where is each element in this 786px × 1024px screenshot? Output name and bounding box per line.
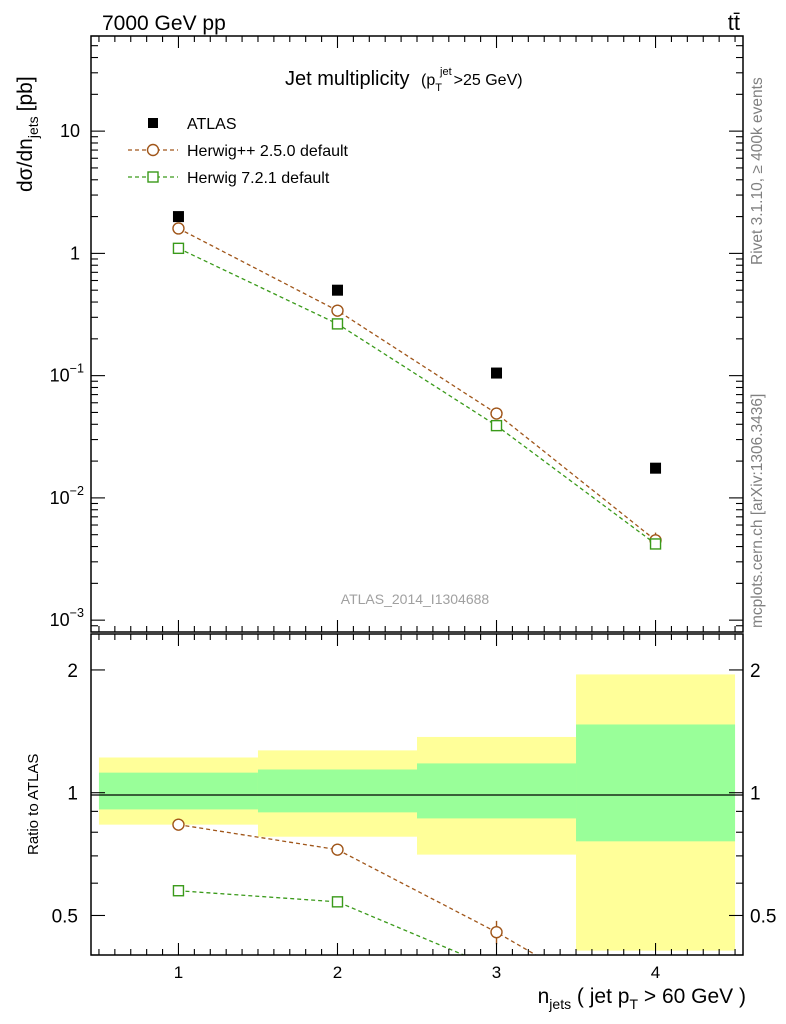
ratio-bands [98, 674, 736, 951]
ratio-ytick-label-right: 1 [750, 784, 761, 805]
main-herwigpp-point-3 [490, 407, 503, 420]
xtick-label-2: 2 [333, 963, 342, 982]
ratio-ytick-label: 1 [67, 784, 78, 805]
ratio-ytick-label-right: 0.5 [750, 906, 776, 927]
ratio-ytick-label: 0.5 [52, 906, 78, 927]
axes: 1 2 3 4 10 1 10−1 10−2 10−3 2 2 1 1 0.5 0.5 [50, 35, 776, 982]
ratio-ytick-label-right: 2 [750, 661, 761, 682]
main-herwig7-point-3 [490, 419, 503, 432]
process-label: tt̄ [728, 10, 740, 35]
xtick-label-4: 4 [651, 963, 660, 982]
ratio-herwigpp-point-3 [490, 925, 503, 939]
main-herwigpp-line [178, 227, 656, 541]
legend-herwig7-marker [147, 171, 159, 183]
main-herwig7-point-1 [172, 242, 185, 255]
ratio-herwigpp-point-2 [331, 843, 344, 856]
ratio-herwig7-point-1 [172, 885, 185, 897]
ratio-herwigpp-point-4 [650, 1019, 661, 1024]
main-atlas-point-3 [491, 367, 503, 379]
ratio-herwigpp-line [178, 824, 538, 955]
xtick-label-1: 1 [174, 963, 183, 982]
xlabel: njets ( jet pT > 60 GeV ) [538, 985, 746, 1012]
legend: ATLAS Herwig++ 2.5.0 default Herwig 7.2.… [128, 116, 349, 187]
ratio-ytick-label: 2 [67, 661, 78, 682]
main-ylabel: dσ/dnjets[pb] [14, 76, 41, 192]
plot-title: Jet multiplicity (pTjet >25 GeV) [285, 66, 523, 94]
main-atlas-point-2 [331, 284, 343, 296]
band-inner-2 [257, 769, 417, 813]
main-ytick-label: 10−3 [50, 606, 84, 630]
band-inner-4 [576, 724, 736, 842]
main-herwig7-line [178, 247, 656, 545]
legend-atlas-marker [148, 118, 158, 128]
main-herwigpp-point-2 [331, 304, 344, 317]
energy-label: 7000 GeV pp [102, 12, 226, 35]
ratio-ylabel: Ratio to ATLAS [25, 754, 42, 855]
mcplots-label: mcplots.cern.ch [arXiv:1306.3436] [749, 394, 766, 628]
xtick-label-3: 3 [492, 963, 501, 982]
main-ytick-label: 10−1 [50, 362, 84, 386]
legend-atlas-label: ATLAS [187, 116, 237, 133]
main-ytick-label: 10 [60, 121, 80, 141]
analysis-id: ATLAS_2014_I1304688 [341, 591, 490, 607]
main-herwig7-point-4 [649, 538, 662, 550]
legend-herwig7-label: Herwig 7.2.1 default [187, 170, 330, 187]
ratio-series [172, 818, 661, 1024]
main-atlas-point-1 [172, 211, 184, 223]
main-ytick-label: 1 [70, 243, 80, 263]
main-ytick-label: 10−2 [50, 484, 84, 508]
legend-herwigpp-marker [146, 143, 160, 157]
legend-herwigpp-label: Herwig++ 2.5.0 default [187, 143, 349, 160]
ratio-herwigpp-point-1 [172, 818, 185, 831]
main-series [172, 211, 662, 550]
band-inner-1 [98, 772, 258, 810]
band-inner-3 [417, 763, 577, 819]
main-herwigpp-point-1 [172, 222, 185, 235]
main-atlas-point-4 [650, 462, 662, 474]
ratio-herwig7-point-2 [331, 896, 344, 908]
ratio-herwig7-line [178, 890, 466, 955]
main-herwig7-point-2 [331, 318, 344, 330]
rivet-label: Rivet 3.1.10, ≥ 400k events [749, 77, 766, 265]
